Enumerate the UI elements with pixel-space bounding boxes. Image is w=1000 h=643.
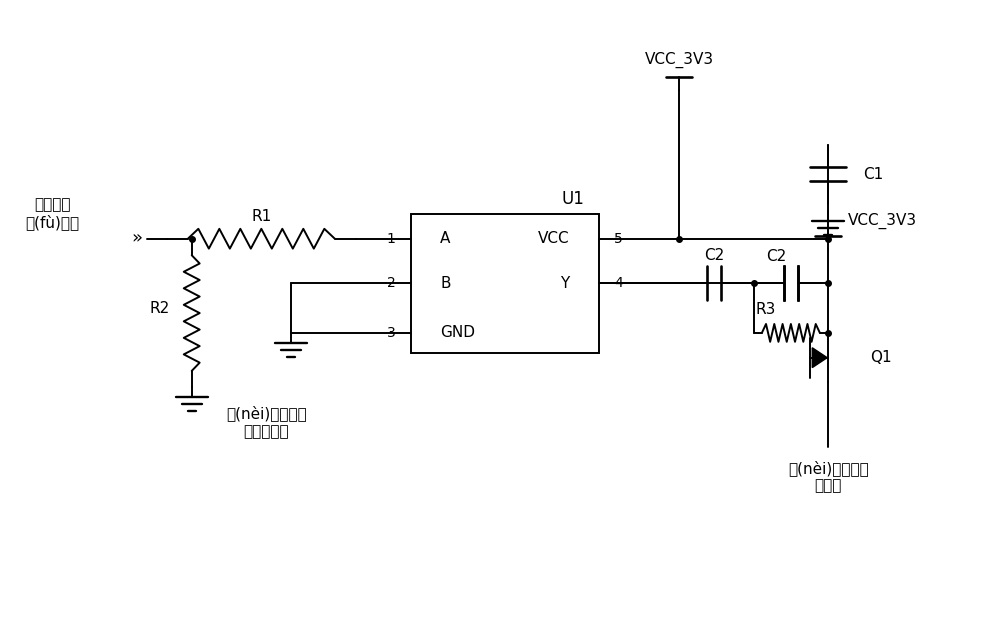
- Text: 3: 3: [387, 326, 396, 340]
- Text: 控制器的
復(fù)位端: 控制器的 復(fù)位端: [25, 197, 80, 231]
- Text: »: »: [131, 230, 143, 248]
- Text: R1: R1: [251, 210, 271, 224]
- Text: Q1: Q1: [870, 350, 892, 365]
- Text: R2: R2: [150, 301, 170, 316]
- Text: 5: 5: [614, 231, 623, 246]
- Text: 內(nèi)存卡插入
檢測信號端: 內(nèi)存卡插入 檢測信號端: [226, 406, 307, 439]
- Bar: [411, 214, 599, 353]
- Text: 4: 4: [614, 276, 623, 291]
- Text: Y: Y: [560, 276, 570, 291]
- Text: 內(nèi)存卡卡座
電源端: 內(nèi)存卡卡座 電源端: [788, 460, 869, 493]
- Text: GND: GND: [440, 325, 475, 340]
- Text: B: B: [440, 276, 451, 291]
- Text: VCC_3V3: VCC_3V3: [848, 213, 917, 229]
- Text: A: A: [440, 231, 451, 246]
- Text: VCC: VCC: [538, 231, 570, 246]
- Text: C1: C1: [863, 167, 883, 182]
- Text: 1: 1: [387, 231, 396, 246]
- Polygon shape: [812, 348, 827, 368]
- Text: VCC_3V3: VCC_3V3: [644, 52, 714, 68]
- Text: U1: U1: [562, 190, 585, 208]
- Text: C2: C2: [704, 248, 724, 263]
- Text: 2: 2: [387, 276, 396, 291]
- Text: R3: R3: [756, 302, 776, 316]
- Text: C2: C2: [766, 249, 786, 264]
